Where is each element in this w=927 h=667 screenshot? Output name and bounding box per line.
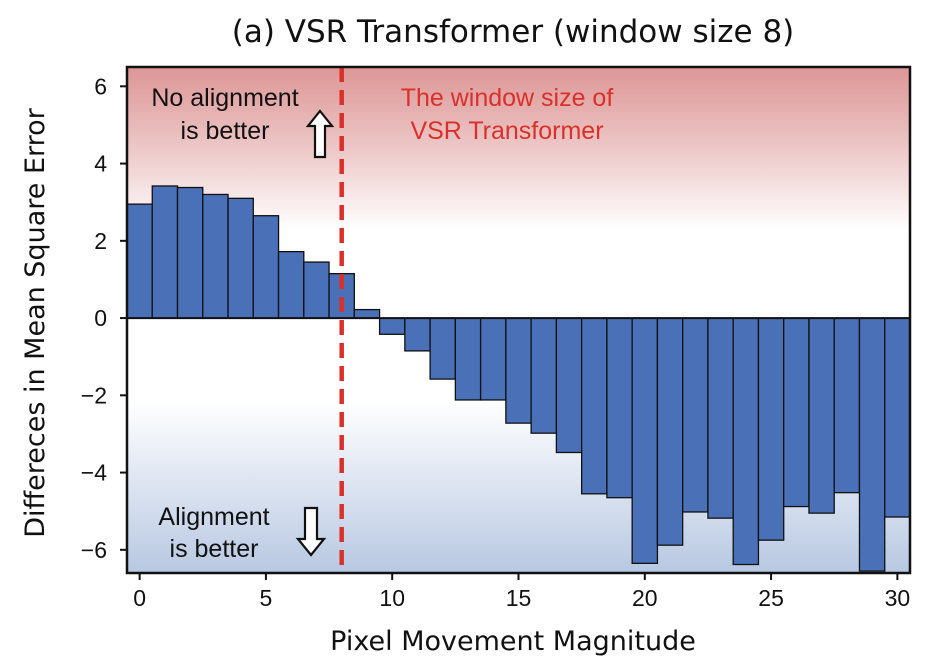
bar [126,203,153,319]
bar [378,317,406,335]
bar [277,250,305,319]
y-axis-label: Differeces in Mean Square Error [20,107,51,537]
bar [833,317,861,494]
x-tick-label: 5 [260,585,273,611]
bar [252,215,280,319]
y-tick-label: −2 [81,382,107,408]
annotation-window-size: The window size of VSR Transformer [401,84,614,145]
annotation-alignment-line1: Alignment [158,503,269,531]
annotation-alignment: Alignment is better [158,503,327,563]
bar [858,317,886,572]
bar [606,317,633,499]
bar [176,186,204,319]
annotation-no-alignment-line1: No alignment [151,84,298,112]
bar [530,317,558,434]
bar [732,317,760,566]
bar [454,317,482,401]
x-axis-ticks: 0 5 10 15 20 25 30 [133,573,910,611]
y-tick-label: 0 [94,305,107,331]
bar [505,317,532,424]
annotation-no-alignment-line2: is better [181,117,270,145]
bar-series [126,185,911,572]
x-tick-label: 10 [379,585,405,611]
bar [151,185,179,319]
up-arrow-icon [305,109,335,159]
down-arrow-icon [295,506,327,557]
bar [783,317,810,508]
annotation-window-size-line1: The window size of [401,84,614,112]
bar [757,317,785,541]
y-tick-label: 2 [94,228,107,254]
bar [707,317,734,519]
bar [404,317,431,352]
x-tick-label: 15 [506,585,532,611]
y-tick-label: −6 [81,537,107,563]
bar [808,317,835,514]
bar [429,317,457,380]
y-tick-label: 6 [94,73,107,99]
bar [303,261,330,319]
y-tick-label: −4 [81,460,107,486]
x-tick-label: 25 [758,585,784,611]
annotation-no-alignment: No alignment is better [151,84,335,159]
bar [682,317,709,513]
bar [227,197,254,319]
annotation-window-size-line2: VSR Transformer [410,117,603,145]
bar [353,308,381,319]
bar [656,317,684,546]
y-tick-label: 4 [94,151,107,177]
bar [884,317,911,518]
chart-title: (a) VSR Transformer (window size 8) [232,14,795,50]
bar [631,317,659,564]
annotation-alignment-line2: is better [170,535,259,563]
x-tick-label: 30 [885,585,911,611]
x-axis-label: Pixel Movement Magnitude [330,626,696,657]
x-tick-label: 0 [133,585,146,611]
bar [580,317,608,495]
x-tick-label: 20 [632,585,658,611]
bar [555,317,583,454]
bar [479,317,507,401]
bar [202,193,229,319]
y-axis-ticks: −6 −4 −2 0 2 4 6 [81,73,127,563]
